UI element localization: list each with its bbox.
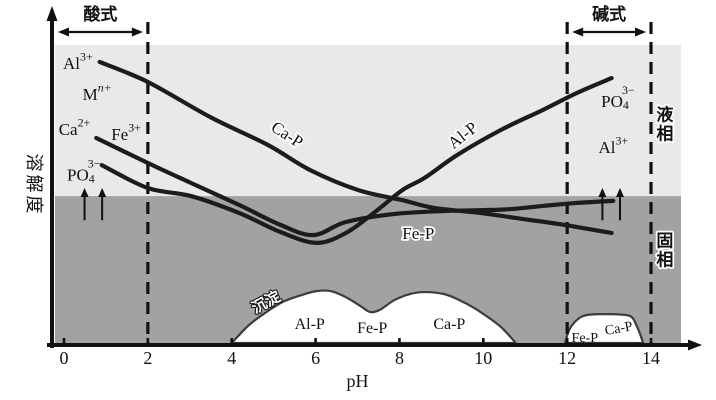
x-tick-label-14: 14 (642, 348, 660, 368)
phase-regions-layer (55, 45, 681, 343)
up-arrow-head-1 (80, 188, 89, 198)
ion-al3-right: Al3+ (598, 133, 628, 156)
acid-zone-label: 酸式 (83, 4, 117, 24)
ion-po4-left: PO43− (67, 157, 101, 186)
solubility-curves-layer (94, 59, 616, 245)
dashed-guides-layer (146, 22, 653, 344)
ion-al3-left: Al3+ (63, 49, 93, 72)
x-tick-label-12: 12 (558, 348, 576, 368)
precipitate-region-2 (563, 312, 645, 345)
up-arrow-head-3 (598, 188, 607, 198)
phase-label-liquid: 液相 (656, 104, 673, 143)
ion-po4-right: PO43− (601, 83, 635, 112)
blob2-label-fe-p: Fe-P (572, 331, 599, 346)
acid-range-arrow-right-arrowhead (131, 27, 143, 37)
x-tick-label-10: 10 (474, 348, 492, 368)
x-axis-arrowhead (688, 339, 702, 351)
y-axis-arrowhead (46, 6, 58, 21)
annotation-arrows-layer (58, 27, 647, 221)
ion-fe3-left: Fe3+ (111, 121, 141, 144)
x-tick-label-0: 0 (60, 348, 69, 368)
ion-ca2-left: Ca2+ (59, 115, 91, 138)
up-arrow-head-2 (98, 188, 107, 198)
base-range-arrow-left-arrowhead (572, 27, 584, 37)
acid-range-arrow-left-arrowhead (58, 27, 69, 37)
y-axis-label: 溶解度 (24, 154, 44, 217)
precipitate-layer (230, 289, 645, 345)
axes-layer (46, 6, 702, 351)
phase-label-solid: 固相 (656, 231, 673, 269)
up-arrow-head-4 (615, 188, 624, 198)
liquid-phase-region (55, 45, 681, 197)
blob-label-al-p: Al-P (295, 315, 325, 332)
curve-ca-p (97, 59, 614, 236)
blob2-label-ca-p: Ca-P (604, 319, 634, 339)
ion-mn-left: Mn+ (83, 80, 112, 103)
base-range-arrow-right-arrowhead (635, 27, 647, 37)
x-tick-label-8: 8 (395, 348, 404, 368)
precipitate-region-1 (230, 289, 517, 345)
curve-fe-p (94, 135, 616, 238)
blob-label-fe-p: Fe-P (357, 320, 387, 337)
x-axis-label: pH (347, 371, 369, 391)
x-tick-label-4: 4 (227, 348, 236, 368)
blob-label-ca-p: Ca-P (433, 315, 465, 332)
curve-label-fe-p: Fe-P (402, 224, 434, 243)
x-tick-label-2: 2 (143, 348, 152, 368)
x-tick-label-6: 6 (311, 348, 320, 368)
curve-al-p (99, 75, 614, 245)
base-zone-label: 碱式 (592, 4, 626, 24)
